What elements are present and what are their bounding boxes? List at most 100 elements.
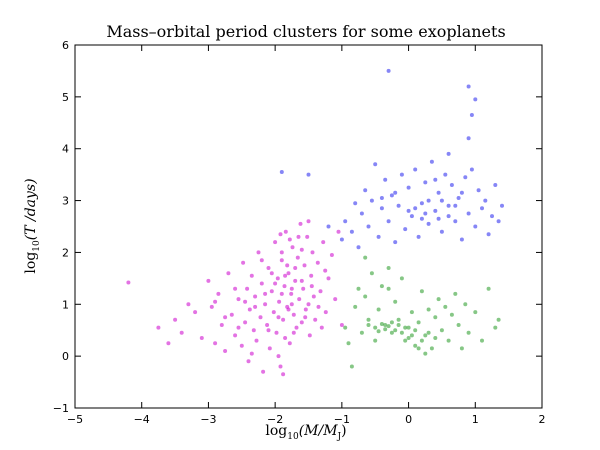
data-point: [413, 206, 418, 211]
data-point: [273, 240, 278, 245]
data-point: [259, 281, 264, 286]
data-point: [293, 266, 298, 270]
data-point: [466, 211, 471, 216]
data-point: [269, 271, 274, 276]
x-tick-label: −4: [134, 413, 150, 426]
data-point: [406, 185, 411, 190]
data-point: [423, 211, 428, 216]
data-point: [426, 330, 431, 335]
data-point: [166, 341, 171, 346]
data-point: [213, 341, 218, 346]
data-point: [285, 263, 290, 268]
data-point: [278, 364, 283, 369]
data-point: [265, 323, 270, 327]
data-point: [283, 229, 288, 234]
data-point: [299, 247, 304, 252]
data-point: [302, 263, 307, 268]
data-point: [453, 291, 458, 296]
data-point: [379, 196, 384, 200]
data-point: [490, 214, 494, 219]
y-tick-label: 4: [62, 143, 69, 156]
data-point: [463, 302, 468, 307]
x-tick-label: 1: [472, 413, 479, 426]
data-point: [449, 312, 454, 317]
data-point: [256, 250, 261, 255]
data-point: [295, 255, 300, 260]
data-point: [236, 325, 241, 330]
points-layer: [126, 68, 504, 377]
data-point: [379, 322, 384, 326]
y-tick-label: 0: [62, 350, 69, 363]
data-point: [243, 320, 248, 325]
series-1: [126, 219, 344, 377]
data-point: [261, 369, 266, 374]
data-point: [290, 245, 295, 250]
x-tick-label: −1: [334, 413, 350, 426]
data-point: [473, 224, 478, 229]
data-point: [199, 336, 204, 340]
data-point: [466, 84, 471, 89]
data-point: [403, 227, 408, 232]
data-point: [246, 359, 251, 364]
data-point: [305, 234, 310, 239]
data-point: [423, 180, 428, 185]
data-point: [229, 312, 234, 317]
data-point: [254, 338, 259, 343]
data-point: [433, 315, 438, 320]
data-point: [493, 183, 498, 187]
data-point: [303, 315, 308, 320]
x-tick-label: −2: [267, 413, 283, 426]
data-point: [346, 341, 351, 346]
data-point: [399, 330, 404, 335]
data-point: [439, 229, 444, 234]
data-point: [429, 346, 434, 351]
data-point: [275, 276, 280, 281]
data-point: [376, 307, 381, 312]
data-point: [426, 307, 431, 312]
data-point: [283, 336, 288, 340]
data-point: [356, 286, 361, 291]
data-point: [436, 297, 441, 302]
data-point: [416, 234, 421, 239]
data-point: [353, 201, 358, 206]
data-point: [333, 297, 338, 302]
x-axis-label-log: log: [265, 423, 287, 439]
y-tick-label: 5: [62, 91, 69, 104]
data-point: [249, 351, 254, 356]
data-point: [236, 297, 241, 302]
data-point: [453, 219, 458, 224]
data-point: [466, 330, 471, 335]
data-point: [259, 258, 264, 263]
data-point: [216, 291, 221, 296]
data-point: [353, 304, 358, 309]
data-point: [473, 310, 478, 315]
x-axis-label-suffix: ): [341, 423, 346, 439]
data-point: [282, 284, 287, 289]
data-point: [336, 229, 341, 234]
data-point: [306, 172, 311, 177]
data-point: [186, 302, 191, 307]
data-point: [443, 172, 448, 177]
data-point: [296, 234, 301, 239]
data-point: [306, 219, 311, 224]
data-point: [269, 289, 274, 294]
data-point: [315, 260, 320, 265]
data-point: [406, 336, 411, 340]
data-point: [294, 325, 299, 330]
data-point: [303, 307, 308, 312]
data-point: [277, 299, 282, 304]
data-point: [349, 229, 354, 234]
data-point: [386, 286, 391, 291]
x-axis-label-subscript: 10: [287, 432, 299, 442]
data-point: [419, 338, 424, 343]
data-point: [276, 354, 281, 359]
data-point: [366, 224, 371, 229]
data-point: [287, 237, 292, 242]
data-point: [310, 250, 315, 255]
y-tick-label: 6: [62, 39, 69, 52]
data-point: [233, 333, 238, 338]
data-point: [366, 323, 371, 327]
y-axis-label-subscript: 10: [32, 240, 42, 252]
data-point: [298, 221, 303, 226]
